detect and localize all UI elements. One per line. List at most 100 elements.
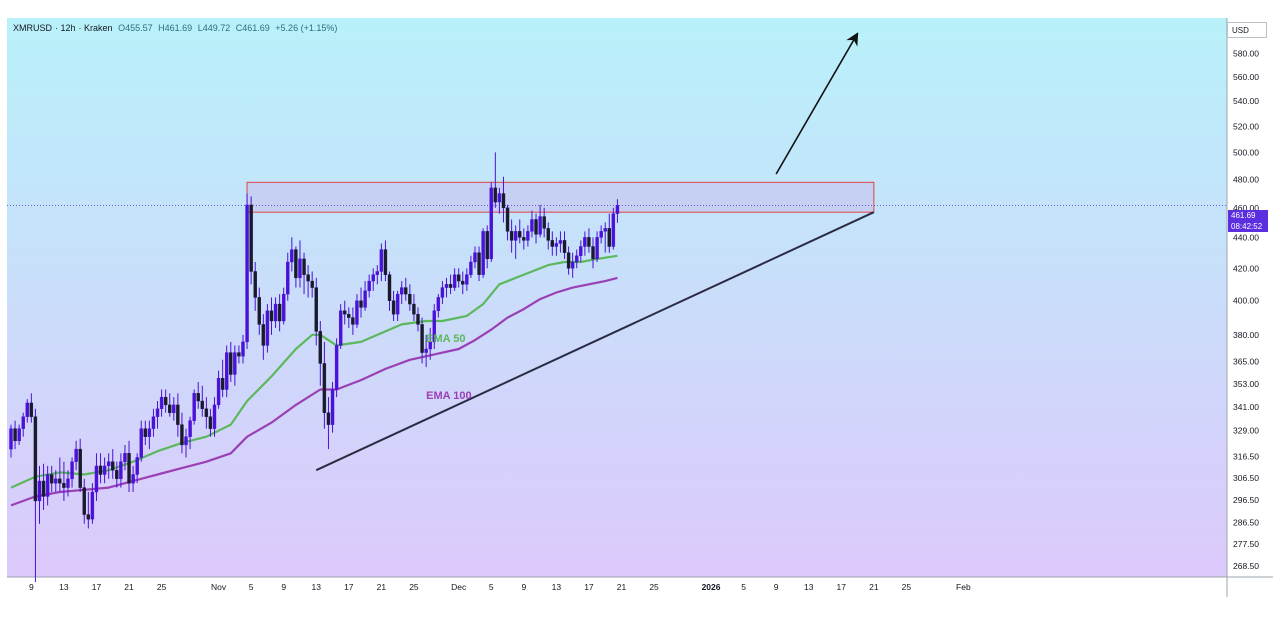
candle[interactable] [78,438,82,493]
breakout-arrow[interactable] [775,32,859,175]
candle[interactable] [611,207,616,250]
candle[interactable] [123,444,127,471]
candle[interactable] [249,196,253,285]
candle[interactable] [265,304,270,353]
candle[interactable] [66,470,70,497]
candle[interactable] [359,287,363,318]
candle[interactable] [281,287,286,325]
candle[interactable] [509,219,514,253]
candle[interactable] [579,240,583,263]
candle[interactable] [25,399,29,423]
candle[interactable] [420,317,424,364]
candle[interactable] [355,294,359,328]
candle[interactable] [172,397,176,421]
candle[interactable] [9,424,13,458]
candle[interactable] [163,389,168,413]
candle[interactable] [416,307,420,332]
candle[interactable] [70,457,74,488]
candle[interactable] [603,222,607,253]
candle[interactable] [448,274,453,295]
candle[interactable] [294,246,298,288]
candle[interactable] [391,290,396,321]
candle[interactable] [298,240,302,288]
candle[interactable] [82,478,86,524]
candle[interactable] [200,385,204,417]
candle[interactable] [489,182,493,263]
candle[interactable] [379,243,384,282]
symbol-name[interactable]: XMRUSD [13,23,53,33]
candle[interactable] [188,416,192,450]
candle[interactable] [444,277,449,298]
candle[interactable] [204,397,209,429]
candle[interactable] [253,262,257,311]
candle[interactable] [225,345,229,398]
candle[interactable] [371,268,375,291]
candle[interactable] [277,294,282,332]
candle[interactable] [119,453,123,488]
candle[interactable] [526,225,530,247]
candle[interactable] [412,294,416,321]
candle[interactable] [54,470,58,493]
candle[interactable] [395,290,400,321]
candle[interactable] [115,461,119,488]
candle[interactable] [424,334,428,368]
candle[interactable] [347,307,351,328]
candle[interactable] [62,461,66,501]
candle[interactable] [436,294,441,318]
candle[interactable] [257,287,261,335]
candle[interactable] [501,176,506,223]
candle[interactable] [131,465,135,493]
candle[interactable] [615,199,620,223]
candle[interactable] [546,222,550,250]
candle[interactable] [465,268,469,291]
candle[interactable] [302,252,306,295]
candle[interactable] [566,246,571,275]
candle[interactable] [135,453,139,484]
candle[interactable] [481,228,485,278]
candle[interactable] [318,320,323,386]
candle[interactable] [176,393,180,437]
candle[interactable] [143,420,148,445]
candle[interactable] [599,225,603,244]
candle[interactable] [220,359,225,398]
candle[interactable] [457,268,461,288]
candle[interactable] [17,424,21,445]
candle[interactable] [58,457,62,493]
candle[interactable] [310,271,314,298]
candle[interactable] [432,304,436,349]
candle[interactable] [461,271,465,295]
candle[interactable] [595,231,599,263]
candle[interactable] [530,210,534,238]
candle[interactable] [367,274,371,298]
candle[interactable] [538,204,542,238]
resistance-zone[interactable] [246,181,875,213]
candle[interactable] [269,297,274,335]
candle[interactable] [428,327,432,360]
support-trendline[interactable] [315,211,875,472]
candle[interactable] [440,281,445,305]
candle[interactable] [180,412,184,454]
candle[interactable] [41,463,46,510]
candle[interactable] [562,231,567,259]
candle[interactable] [94,453,99,501]
candle[interactable] [233,345,237,386]
candle[interactable] [237,345,241,364]
candle[interactable] [290,237,294,272]
candle[interactable] [400,281,404,305]
candle[interactable] [151,408,156,437]
candle[interactable] [74,440,78,471]
candle[interactable] [550,231,555,256]
candle[interactable] [184,428,188,458]
candle[interactable] [21,412,25,437]
candle[interactable] [229,341,233,382]
candle[interactable] [469,255,473,278]
candle[interactable] [127,440,131,493]
candle[interactable] [485,225,489,269]
candle[interactable] [493,152,498,208]
candle[interactable] [86,492,91,529]
candle[interactable] [513,225,518,259]
candle[interactable] [29,393,34,423]
candle[interactable] [383,240,388,282]
